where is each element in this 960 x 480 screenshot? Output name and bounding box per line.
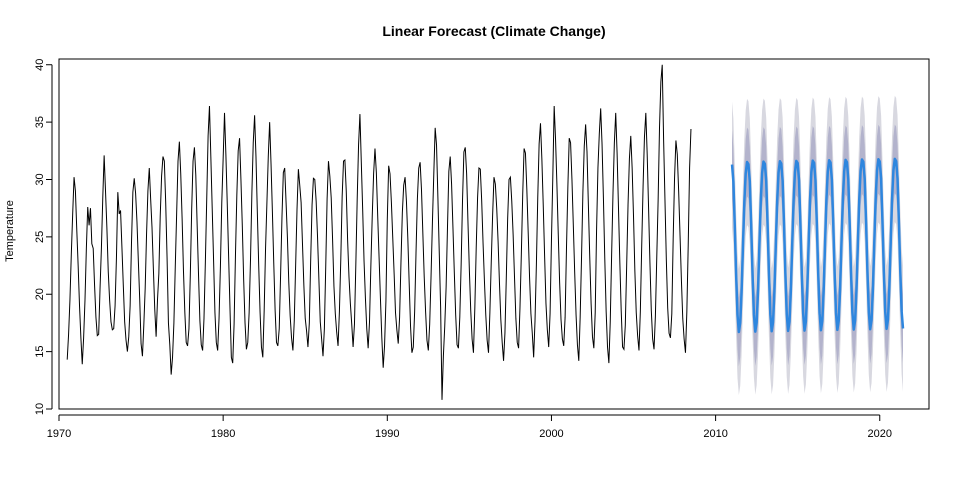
x-tick-label: 2010 (703, 428, 727, 440)
y-tick-label: 30 (34, 173, 46, 185)
plot-area (66, 64, 905, 400)
y-tick-label: 20 (34, 288, 46, 300)
y-tick-label: 15 (34, 345, 46, 357)
y-tick-label: 35 (34, 116, 46, 128)
observed-series-line (66, 64, 692, 400)
y-axis: 10 15 20 25 30 35 40 (34, 59, 53, 415)
y-tick-label: 25 (34, 231, 46, 243)
x-tick-label: 2020 (868, 428, 892, 440)
y-axis-label: Temperature (4, 200, 16, 262)
y-tick-label: 40 (34, 59, 46, 71)
forecast-mean-line (730, 157, 905, 334)
plot-frame (58, 58, 930, 410)
y-tick-label: 10 (34, 403, 46, 415)
x-tick-label: 1990 (375, 428, 399, 440)
chart-title: Linear Forecast (Climate Change) (382, 23, 605, 39)
x-axis: 1970 1980 1990 2000 2010 2020 (47, 414, 892, 440)
x-tick-label: 2000 (539, 428, 563, 440)
x-tick-label: 1980 (211, 428, 235, 440)
x-tick-label: 1970 (47, 428, 71, 440)
